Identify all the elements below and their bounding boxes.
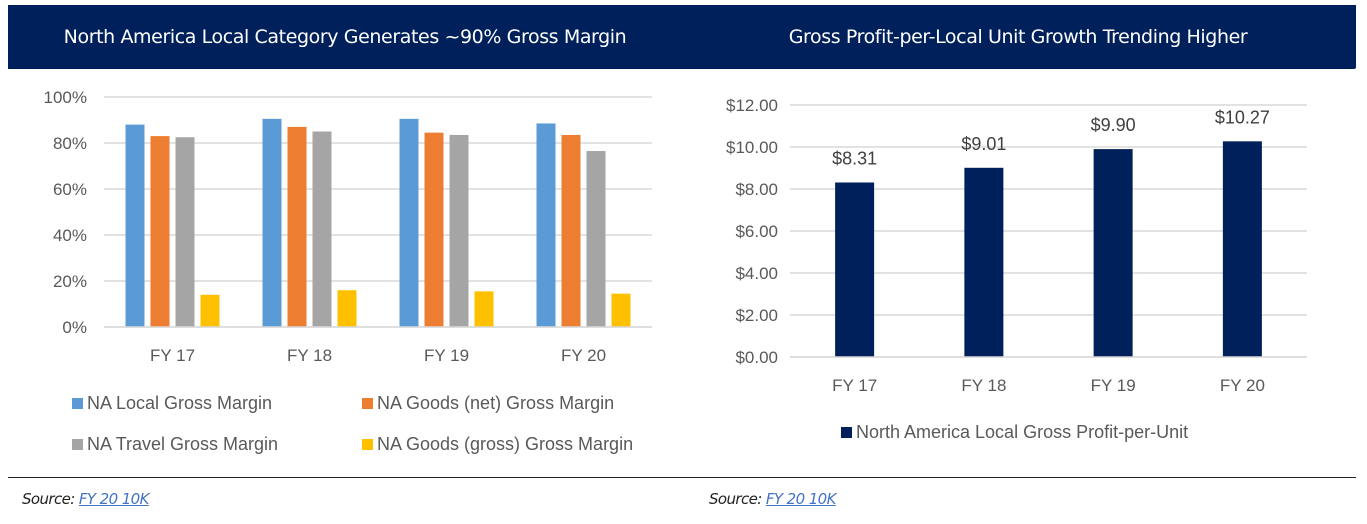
bar-na-local-gross-margin <box>262 118 282 327</box>
y-tick-label: $8.00 <box>735 180 778 199</box>
x-tick-label: FY 17 <box>150 346 195 365</box>
source-link[interactable]: FY 20 10K <box>78 490 150 508</box>
bar-na-local-gross-margin <box>399 118 419 327</box>
y-tick-label: $12.00 <box>726 96 778 115</box>
bar-north-america-local-gross-profit-per-unit <box>1222 141 1262 357</box>
bar-na-travel-gross-margin <box>312 131 332 327</box>
bar-na-goods-gross-gross-margin <box>474 291 494 327</box>
legend-label: North America Local Gross Profit-per-Uni… <box>856 422 1189 442</box>
data-label: $9.90 <box>1091 115 1136 135</box>
footer-divider <box>8 477 1356 478</box>
y-tick-label: 60% <box>53 180 87 199</box>
bar-na-goods-gross-gross-margin <box>337 290 357 327</box>
bar-na-local-gross-margin <box>125 124 145 327</box>
data-label: $8.31 <box>832 148 877 168</box>
y-tick-label: $10.00 <box>726 138 778 157</box>
x-tick-label: FY 19 <box>424 346 469 365</box>
x-tick-label: FY 17 <box>832 376 877 395</box>
source-prefix: Source: <box>22 490 79 508</box>
source-right: Source: FY 20 10K <box>709 490 836 508</box>
data-label: $9.01 <box>961 134 1006 154</box>
x-tick-label: FY 19 <box>1091 376 1136 395</box>
bar-na-travel-gross-margin <box>449 134 469 327</box>
bar-na-local-gross-margin <box>536 123 556 327</box>
source-left: Source: FY 20 10K <box>22 490 149 508</box>
legend-label: NA Travel Gross Margin <box>87 434 279 454</box>
bar-na-goods-net-gross-margin <box>561 134 581 327</box>
bar-na-travel-gross-margin <box>586 151 606 327</box>
legend-swatch-icon <box>72 439 83 450</box>
x-tick-label: FY 20 <box>1220 376 1265 395</box>
y-tick-label: 100% <box>44 88 87 107</box>
legend-item-na-local: NA Local Gross Margin <box>72 393 272 414</box>
y-tick-label: $6.00 <box>735 222 778 241</box>
x-tick-label: FY 20 <box>561 346 606 365</box>
bar-north-america-local-gross-profit-per-unit <box>964 167 1004 357</box>
source-link[interactable]: FY 20 10K <box>765 490 837 508</box>
bar-na-goods-net-gross-margin <box>424 132 444 327</box>
bar-north-america-local-gross-profit-per-unit <box>1093 149 1133 357</box>
bar-na-goods-net-gross-margin <box>287 126 307 328</box>
bar-na-goods-net-gross-margin <box>150 136 170 327</box>
y-tick-label: 20% <box>53 272 87 291</box>
legend-item-na-profit-per-unit: North America Local Gross Profit-per-Uni… <box>841 422 1188 443</box>
legend-item-na-goods-gross: NA Goods (gross) Gross Margin <box>362 434 633 455</box>
y-tick-label: $2.00 <box>735 306 778 325</box>
legend-label: NA Goods (gross) Gross Margin <box>377 434 634 454</box>
x-tick-label: FY 18 <box>961 376 1006 395</box>
legend-label: NA Local Gross Margin <box>87 393 273 413</box>
legend-swatch-icon <box>841 427 852 438</box>
legend-swatch-icon <box>362 398 373 409</box>
bar-na-goods-gross-gross-margin <box>200 294 220 327</box>
legend-item-na-travel: NA Travel Gross Margin <box>72 434 278 455</box>
y-tick-label: 0% <box>62 318 87 337</box>
right-chart-title: Gross Profit-per-Local Unit Growth Trend… <box>680 5 1356 69</box>
legend-label: NA Goods (net) Gross Margin <box>377 393 615 413</box>
y-tick-label: $0.00 <box>735 348 778 367</box>
data-label: $10.27 <box>1215 107 1270 127</box>
profit-per-unit-chart: $0.00 $2.00 $4.00 $6.00 $8.00 $10.00 $12.00 FY … <box>726 96 1307 395</box>
left-chart-title: North America Local Category Generates ~… <box>8 5 682 69</box>
legend-swatch-icon <box>72 398 83 409</box>
bar-north-america-local-gross-profit-per-unit <box>835 182 875 357</box>
gross-margin-chart: 0% 20% 40% 60% 80% 100% FY 17 FY 18 FY 19 FY 20 <box>44 88 652 365</box>
x-tick-label: FY 18 <box>287 346 332 365</box>
y-tick-label: 40% <box>53 226 87 245</box>
bar-na-travel-gross-margin <box>175 137 195 327</box>
y-tick-label: $4.00 <box>735 264 778 283</box>
y-tick-label: 80% <box>53 134 87 153</box>
legend-item-na-goods-net: NA Goods (net) Gross Margin <box>362 393 614 414</box>
bar-na-goods-gross-gross-margin <box>611 293 631 327</box>
source-prefix: Source: <box>709 490 766 508</box>
legend-swatch-icon <box>362 439 373 450</box>
